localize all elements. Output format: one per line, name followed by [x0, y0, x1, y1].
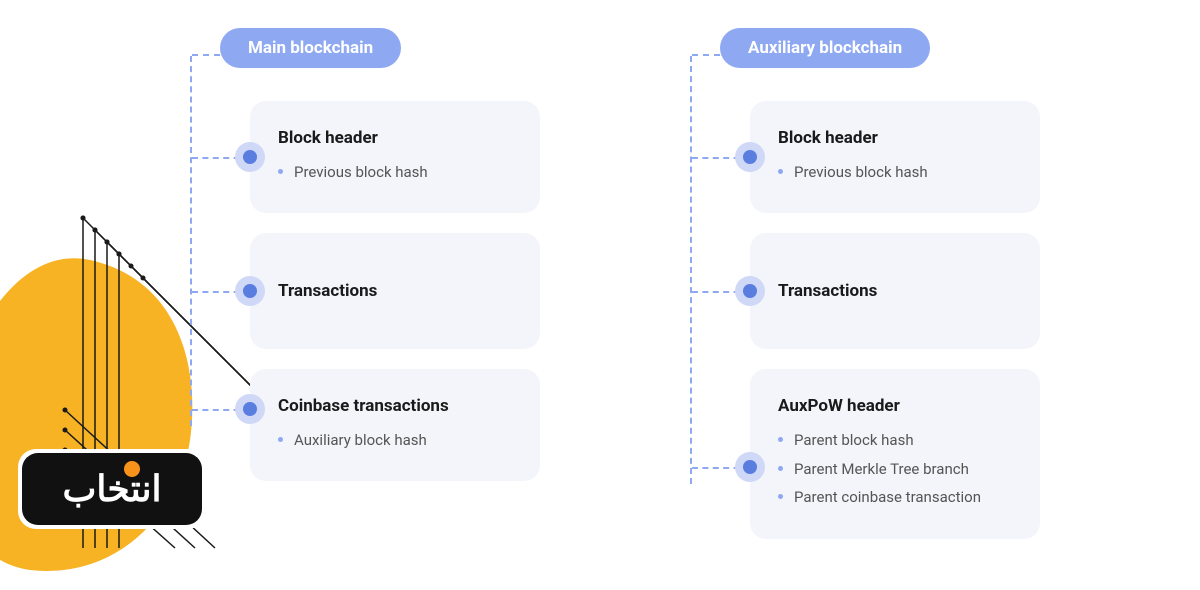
node-dot [235, 276, 265, 306]
bitcoin-icon [124, 461, 140, 477]
block-card: Block header Previous block hash [250, 101, 540, 213]
node-dot-inner [243, 402, 257, 416]
block-card: Transactions [250, 233, 540, 349]
block: Coinbase transactions Auxiliary block has… [190, 369, 540, 481]
block-title: Transactions [278, 281, 512, 301]
block: Block header Previous block hash [190, 101, 540, 213]
column: Main blockchain Block header Previous bloc… [190, 28, 540, 539]
node-dot-inner [243, 284, 257, 298]
block-title: AuxPoW header [778, 396, 1012, 416]
block-items: Parent block hashParent Merkle Tree bran… [778, 426, 1012, 512]
top-connector [692, 54, 720, 56]
node-dot [235, 394, 265, 424]
block-card: AuxPoW header Parent block hashParent Mer… [750, 369, 1040, 539]
node-dot [235, 142, 265, 172]
block-items: Auxiliary block hash [278, 426, 512, 455]
block-title: Coinbase transactions [278, 396, 512, 416]
node-dot-inner [743, 460, 757, 474]
block-item: Parent coinbase transaction [778, 483, 1012, 512]
block: Transactions [690, 233, 1040, 349]
column: Auxiliary blockchain Block header Previous… [690, 28, 1040, 539]
node-dot [735, 276, 765, 306]
block-item: Previous block hash [778, 158, 1012, 187]
column-pill: Main blockchain [220, 28, 401, 68]
block-title: Block header [778, 128, 1012, 148]
badge-text: انتخاب [63, 468, 162, 510]
node-dot-inner [743, 150, 757, 164]
block-item: Previous block hash [278, 158, 512, 187]
block: Block header Previous block hash [690, 101, 1040, 213]
brand-badge: انتخاب [22, 453, 202, 525]
block-card: Transactions [750, 233, 1040, 349]
block-title: Block header [278, 128, 512, 148]
node-dot [735, 142, 765, 172]
block-items: Previous block hash [278, 158, 512, 187]
block-item: Parent Merkle Tree branch [778, 455, 1012, 484]
block: Transactions [190, 233, 540, 349]
block: AuxPoW header Parent block hashParent Mer… [690, 369, 1040, 539]
block-title: Transactions [778, 281, 1012, 301]
block-item: Parent block hash [778, 426, 1012, 455]
block-card: Block header Previous block hash [750, 101, 1040, 213]
block-card: Coinbase transactions Auxiliary block has… [250, 369, 540, 481]
node-dot-inner [243, 150, 257, 164]
node-dot-inner [743, 284, 757, 298]
node-dot [735, 452, 765, 482]
top-connector [192, 54, 220, 56]
column-pill: Auxiliary blockchain [720, 28, 930, 68]
block-item: Auxiliary block hash [278, 426, 512, 455]
block-items: Previous block hash [778, 158, 1012, 187]
